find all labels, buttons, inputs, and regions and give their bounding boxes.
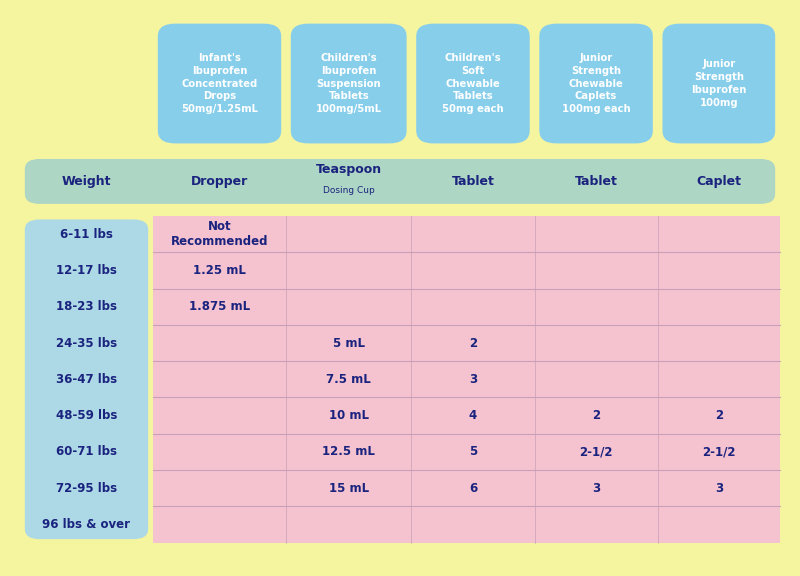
- Text: Junior
Strength
Chewable
Caplets
100mg each: Junior Strength Chewable Caplets 100mg e…: [562, 53, 630, 114]
- Text: 3: 3: [592, 482, 600, 495]
- Text: Not
Recommended: Not Recommended: [170, 220, 268, 248]
- Text: 96 lbs & over: 96 lbs & over: [42, 518, 130, 531]
- Text: Dropper: Dropper: [191, 175, 248, 188]
- Text: Tablet: Tablet: [451, 175, 494, 188]
- Text: Dosing Cup: Dosing Cup: [323, 185, 374, 195]
- Text: 2: 2: [714, 409, 723, 422]
- Text: Teaspoon: Teaspoon: [316, 164, 382, 176]
- Text: 3: 3: [714, 482, 723, 495]
- Text: 7.5 mL: 7.5 mL: [326, 373, 371, 386]
- FancyBboxPatch shape: [662, 24, 775, 143]
- Text: 36-47 lbs: 36-47 lbs: [56, 373, 117, 386]
- Text: 10 mL: 10 mL: [329, 409, 369, 422]
- Text: Children's
Ibuprofen
Suspension
Tablets
100mg/5mL: Children's Ibuprofen Suspension Tablets …: [316, 53, 382, 114]
- FancyBboxPatch shape: [25, 219, 148, 539]
- Text: 5 mL: 5 mL: [333, 336, 365, 350]
- Text: Weight: Weight: [62, 175, 111, 188]
- Text: 1.25 mL: 1.25 mL: [193, 264, 246, 277]
- Text: Infant's
Ibuprofen
Concentrated
Drops
50mg/1.25mL: Infant's Ibuprofen Concentrated Drops 50…: [181, 53, 258, 114]
- Bar: [153, 216, 780, 543]
- FancyBboxPatch shape: [539, 24, 653, 143]
- Text: Tablet: Tablet: [574, 175, 618, 188]
- Text: 12.5 mL: 12.5 mL: [322, 445, 375, 458]
- FancyBboxPatch shape: [158, 24, 281, 143]
- Text: 2: 2: [469, 336, 477, 350]
- FancyBboxPatch shape: [416, 24, 530, 143]
- Text: 3: 3: [469, 373, 477, 386]
- FancyBboxPatch shape: [25, 159, 775, 204]
- Text: 2: 2: [592, 409, 600, 422]
- Text: 15 mL: 15 mL: [329, 482, 369, 495]
- Text: 48-59 lbs: 48-59 lbs: [56, 409, 117, 422]
- Text: 24-35 lbs: 24-35 lbs: [56, 336, 117, 350]
- Text: 2-1/2: 2-1/2: [579, 445, 613, 458]
- Text: 60-71 lbs: 60-71 lbs: [56, 445, 117, 458]
- Text: 18-23 lbs: 18-23 lbs: [56, 300, 117, 313]
- Text: Junior
Strength
Ibuprofen
100mg: Junior Strength Ibuprofen 100mg: [691, 59, 746, 108]
- Text: 6-11 lbs: 6-11 lbs: [60, 228, 113, 241]
- Text: 4: 4: [469, 409, 477, 422]
- Text: 2-1/2: 2-1/2: [702, 445, 735, 458]
- FancyBboxPatch shape: [290, 24, 406, 143]
- Text: Caplet: Caplet: [696, 175, 742, 188]
- Text: 5: 5: [469, 445, 477, 458]
- Text: 72-95 lbs: 72-95 lbs: [56, 482, 117, 495]
- Text: 1.875 mL: 1.875 mL: [189, 300, 250, 313]
- Text: 12-17 lbs: 12-17 lbs: [56, 264, 117, 277]
- Text: 6: 6: [469, 482, 477, 495]
- Text: Children's
Soft
Chewable
Tablets
50mg each: Children's Soft Chewable Tablets 50mg ea…: [442, 53, 504, 114]
